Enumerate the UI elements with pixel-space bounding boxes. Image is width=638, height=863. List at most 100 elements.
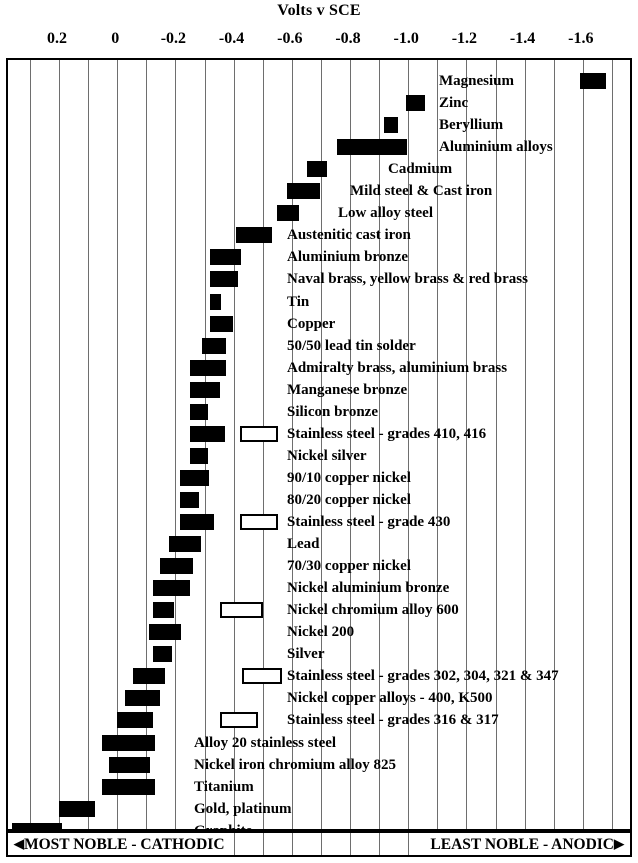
gridline [408, 60, 410, 829]
row-label: Nickel silver [287, 447, 367, 464]
range-bar-active [149, 624, 181, 641]
range-bar-active [59, 800, 95, 817]
row-label: Aluminium bronze [287, 249, 408, 266]
row-label: Graphite [194, 822, 253, 831]
gridline [611, 60, 613, 829]
footer-most-noble-cathodic: ◀MOST NOBLE - CATHODIC [12, 833, 227, 855]
range-bar-active [287, 183, 320, 200]
range-bar-active [210, 271, 238, 288]
row-label: Aluminium alloys [439, 139, 553, 156]
range-bar-active [153, 580, 190, 597]
gridline [262, 60, 264, 829]
range-bar-active [153, 646, 172, 663]
range-bar-active [180, 514, 214, 530]
row-label: Zinc [439, 95, 469, 112]
table-row: Nickel 200 [8, 621, 630, 643]
x-tick-3: -0.4 [218, 30, 245, 47]
table-row: Naval brass, yellow brass & red brass [8, 268, 630, 290]
range-bar-active [210, 293, 221, 310]
range-bar-passive [220, 602, 263, 619]
right-arrow-icon: ▶ [614, 836, 624, 851]
table-row: Nickel iron chromium alloy 825 [8, 754, 630, 776]
gridline [233, 60, 235, 829]
table-row: Admiralty brass, aluminium brass [8, 357, 630, 379]
gridline [495, 60, 497, 829]
row-label: 90/10 copper nickel [287, 469, 411, 486]
range-bar-passive [220, 712, 258, 729]
gridline [408, 833, 410, 855]
table-row: Stainless steel - grades 316 & 317 [8, 709, 630, 731]
range-bar-passive [242, 668, 282, 685]
range-bar-passive [240, 425, 278, 442]
gridline [379, 60, 381, 829]
row-label: Alloy 20 stainless steel [194, 734, 337, 751]
galvanic-series-plot: Magnesium Zinc Beryllium Aluminium alloys Ca… [6, 58, 632, 831]
table-row: Low alloy steel [8, 202, 630, 224]
left-arrow-icon: ◀ [14, 836, 24, 851]
gridline [88, 60, 90, 829]
row-label: Nickel aluminium bronze [287, 580, 450, 597]
table-row: Beryllium [8, 114, 630, 136]
range-bar-active [190, 381, 220, 398]
footer-left-text: MOST NOBLE - CATHODIC [24, 836, 225, 853]
row-label: Stainless steel - grades 302, 304, 321 &… [287, 668, 559, 685]
table-row: Lead [8, 533, 630, 555]
row-label: Nickel copper alloys - 400, K500 [287, 690, 493, 707]
row-label: 50/50 lead tin solder [287, 337, 416, 354]
table-row: Nickel silver [8, 445, 630, 467]
range-bar-active [190, 403, 208, 420]
gridline [146, 60, 148, 829]
table-row: Stainless steel - grades 302, 304, 321 &… [8, 665, 630, 687]
gridline [320, 833, 322, 855]
range-bar-active [153, 602, 174, 619]
table-row: Silicon bronze [8, 401, 630, 423]
series-rows: Magnesium Zinc Beryllium Aluminium alloys Ca… [8, 60, 630, 829]
range-bar-active [102, 734, 155, 751]
range-bar-active [160, 558, 193, 575]
row-label: 80/20 copper nickel [287, 491, 411, 508]
range-bar-active [180, 491, 199, 508]
table-row: Nickel chromium alloy 600 [8, 599, 630, 621]
gridline [291, 60, 293, 829]
row-label: Stainless steel - grades 410, 416 [287, 425, 487, 442]
gridline [524, 60, 526, 829]
table-row: Aluminium bronze [8, 246, 630, 268]
range-bar-active [12, 822, 62, 829]
table-row: Zinc [8, 92, 630, 114]
gridline [262, 833, 264, 855]
table-row: Graphite [8, 820, 630, 831]
gridline [582, 60, 584, 829]
x-tick-9: -1.6 [568, 30, 594, 47]
gridline [204, 60, 206, 829]
gridline [350, 833, 351, 855]
row-label: Silver [287, 646, 325, 663]
gridline [29, 60, 31, 829]
table-row: Gold, platinum [8, 798, 630, 820]
range-bar-active [190, 425, 225, 442]
gridline [175, 60, 177, 829]
footer-right-text: LEAST NOBLE - ANODIC [430, 836, 614, 853]
table-row: Silver [8, 643, 630, 665]
row-label: Nickel chromium alloy 600 [287, 602, 459, 619]
range-bar-active [406, 95, 425, 112]
table-row: Titanium [8, 776, 630, 798]
gridline [553, 60, 555, 829]
row-label: Naval brass, yellow brass & red brass [287, 271, 528, 288]
table-row: 80/20 copper nickel [8, 489, 630, 511]
range-bar-active [117, 712, 153, 729]
table-row: 90/10 copper nickel [8, 467, 630, 489]
range-bar-active [109, 756, 150, 773]
row-label: Tin [287, 293, 310, 310]
gridline [320, 60, 322, 829]
range-bar-active [169, 536, 201, 553]
range-bar-active [133, 668, 165, 685]
x-tick-0: 0.2 [47, 30, 67, 47]
table-row: 70/30 copper nickel [8, 555, 630, 577]
row-label: 70/30 copper nickel [287, 558, 411, 575]
table-row: Nickel aluminium bronze [8, 577, 630, 599]
row-label: Silicon bronze [287, 403, 378, 420]
footer-least-noble-anodic: LEAST NOBLE - ANODIC▶ [428, 833, 626, 855]
gridline [291, 833, 293, 855]
x-tick-2: -0.2 [160, 30, 187, 47]
row-label: Low alloy steel [338, 205, 433, 222]
